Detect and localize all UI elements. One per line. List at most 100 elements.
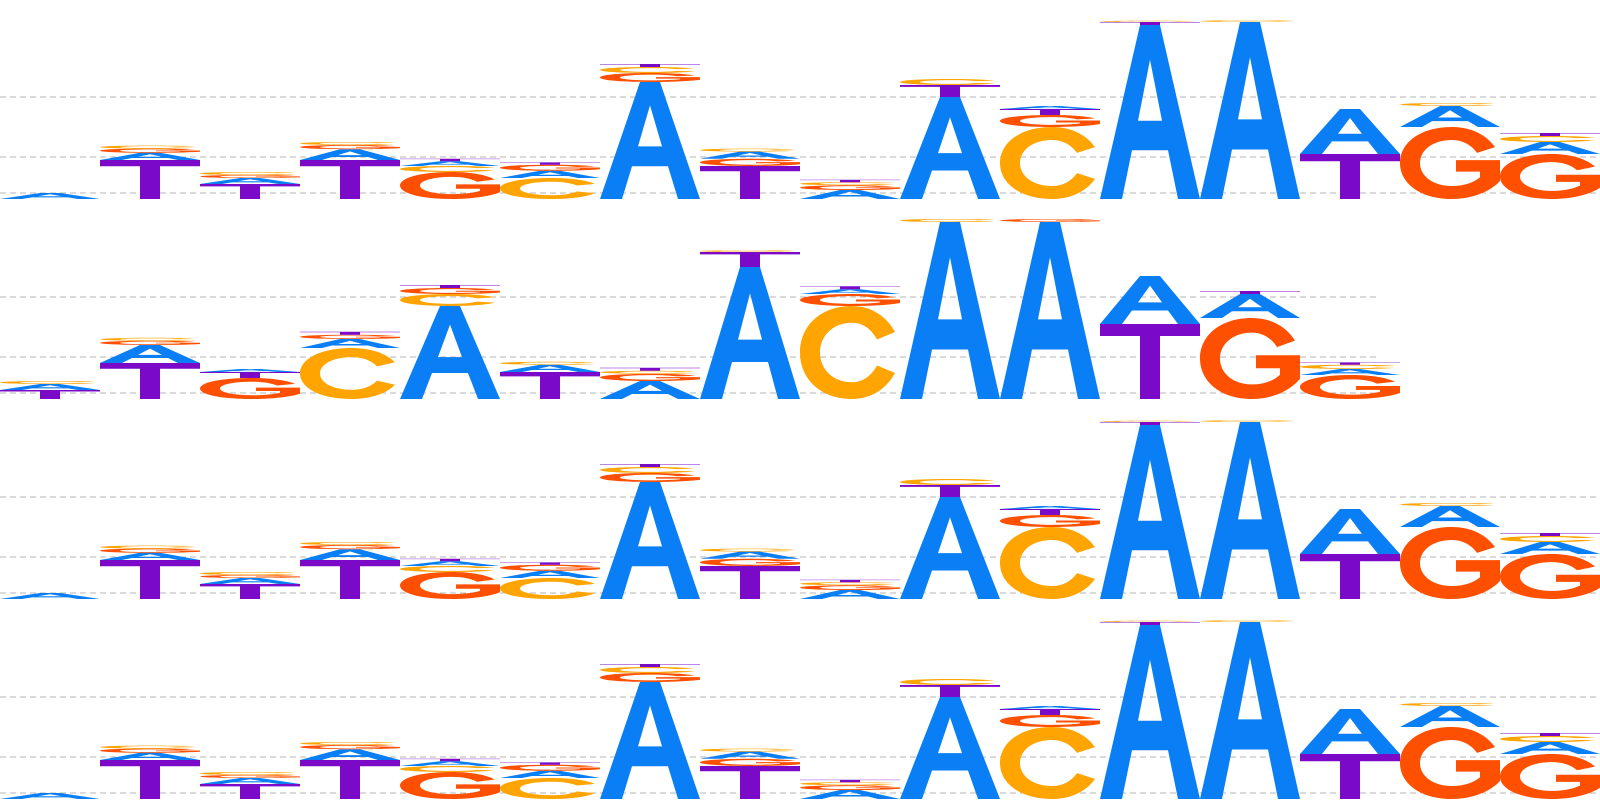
letter-c (1300, 364, 1395, 369)
letter-g (500, 764, 600, 771)
logo-column-16 (1500, 533, 1600, 599)
letter-g (800, 294, 900, 306)
logo-column-9 (800, 779, 900, 799)
letter-a (400, 761, 500, 766)
letter-a (1000, 106, 1100, 109)
letter-t (900, 85, 1000, 97)
logo-column-1 (0, 381, 100, 399)
letter-a (1400, 106, 1500, 127)
letter-c (500, 578, 595, 599)
letter-a (1400, 506, 1500, 527)
logo-column-7 (600, 664, 700, 799)
letter-a (600, 82, 700, 199)
letter-t (200, 784, 300, 799)
letter-a (1200, 622, 1300, 799)
letter-c (900, 79, 995, 85)
letter-t (1100, 622, 1200, 625)
letter-a (100, 345, 200, 363)
letter-c (99, 745, 195, 749)
letter-c (800, 582, 895, 586)
letter-a (700, 551, 800, 559)
logo-column-9 (800, 179, 900, 199)
logo-column-6 (500, 562, 600, 599)
letter-g (700, 558, 800, 566)
letter-c (1400, 503, 1495, 506)
letter-t (200, 584, 300, 599)
logo-column-9 (800, 286, 900, 399)
logo-column-7 (600, 367, 700, 399)
letter-a (1000, 706, 1100, 709)
letter-g (1400, 127, 1500, 199)
logo-column-16 (1500, 733, 1600, 799)
logo-column-2 (99, 745, 200, 799)
letter-g (99, 748, 200, 753)
letter-t (500, 162, 600, 165)
logo-column-10 (900, 479, 1000, 599)
letter-a (1000, 222, 1100, 399)
letter-a (600, 381, 700, 399)
letter-a (500, 364, 600, 372)
letter-g (600, 73, 700, 82)
letter-c (1500, 536, 1595, 542)
letter-t (500, 372, 600, 399)
letter-g (200, 175, 300, 178)
letter-g (200, 775, 300, 778)
letter-c (1500, 136, 1595, 142)
letter-t (700, 166, 800, 199)
letter-g (800, 585, 900, 590)
letter-t (300, 331, 400, 335)
letter-t (1300, 554, 1400, 599)
letter-g (1000, 715, 1100, 727)
letter-t (300, 760, 400, 799)
letter-g (1000, 515, 1100, 527)
letter-a (0, 384, 100, 390)
logo-column-12 (1100, 620, 1200, 799)
letter-c (900, 479, 995, 485)
logo-column-12 (1100, 276, 1200, 399)
letter-t (1500, 133, 1600, 136)
letter-g (1000, 219, 1100, 222)
logo-column-4 (300, 742, 400, 799)
letter-t (100, 560, 200, 599)
letter-t (300, 160, 400, 199)
letter-a (800, 190, 900, 199)
letter-c (1200, 420, 1295, 422)
letter-c (800, 782, 895, 786)
letter-a (1500, 142, 1600, 154)
letter-t (1300, 362, 1400, 365)
letter-c (300, 542, 395, 545)
letter-a (1300, 109, 1400, 154)
logo-column-4 (300, 542, 400, 599)
letter-a (1400, 706, 1500, 727)
letter-g (200, 575, 300, 578)
logo-column-13 (1200, 291, 1300, 399)
logo-column-6 (500, 162, 600, 199)
letter-c (700, 548, 795, 552)
logo-column-3 (200, 572, 300, 599)
logo-column-10 (900, 679, 1000, 799)
letter-g (200, 378, 300, 399)
logo-column-13 (1200, 420, 1300, 599)
letter-t (800, 579, 900, 583)
letter-t (700, 566, 800, 599)
letter-a (300, 549, 400, 560)
logo-column-12 (1100, 20, 1200, 199)
logo-column-7 (600, 464, 700, 599)
letter-t (300, 560, 400, 599)
logo-column-14 (1300, 109, 1400, 199)
letter-t (900, 485, 1000, 497)
logo-panel-2 (0, 219, 1400, 399)
logo-column-3 (200, 172, 300, 199)
letter-c (1400, 703, 1495, 706)
logo-column-11 (1000, 106, 1100, 199)
letter-g (500, 164, 600, 171)
letter-c (1400, 103, 1495, 106)
letter-a (200, 178, 300, 184)
logo-column-6 (500, 762, 600, 799)
logo-column-8 (700, 548, 800, 599)
letter-c (1200, 620, 1295, 622)
letter-t (1000, 109, 1100, 115)
letter-c (99, 337, 195, 341)
logo-column-5 (400, 158, 500, 199)
letter-t (500, 562, 600, 565)
